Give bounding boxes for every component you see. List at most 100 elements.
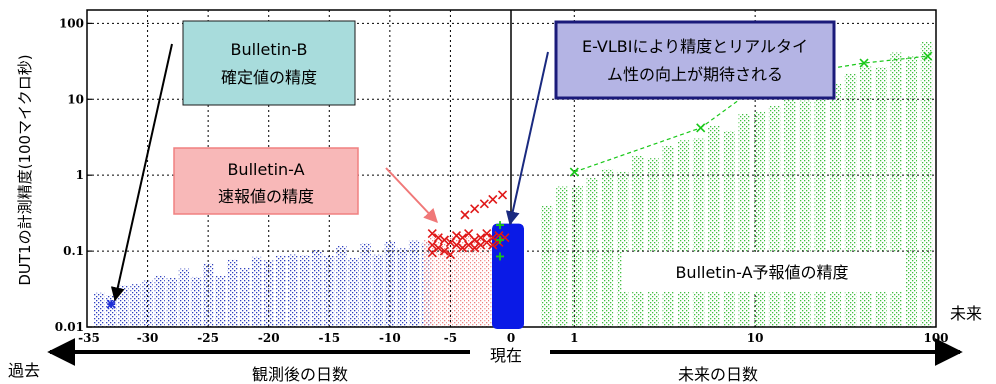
data-point	[923, 51, 933, 61]
y-tick-label: 100	[59, 16, 84, 30]
bulletin-a-hatch-bar	[429, 236, 435, 327]
past-hatch-bar	[190, 276, 202, 327]
bulletin-a-hatch-bar	[472, 237, 478, 327]
future-hatch-bar	[738, 114, 750, 327]
past-hatch-bar	[106, 295, 117, 327]
data-point	[569, 167, 579, 177]
data-point	[488, 240, 498, 250]
data-point	[445, 249, 455, 260]
data-point	[696, 123, 706, 133]
annotation-bulletin-b: Bulletin-B 確定値の精度	[182, 20, 356, 106]
data-point	[460, 210, 470, 220]
x-tick-label: -10	[379, 331, 401, 345]
svg-text:速報値の精度: 速報値の精度	[218, 187, 314, 206]
data-point	[106, 299, 116, 309]
future-hatch-bar	[647, 158, 659, 327]
future-hatch-bar	[632, 155, 644, 327]
data-point	[494, 231, 504, 241]
data-point	[476, 233, 486, 243]
future-hatch-bar	[920, 41, 933, 328]
svg-text:確定値の精度: 確定値の精度	[221, 68, 317, 87]
data-point	[451, 240, 462, 250]
bulletin-a-hatch-bar	[460, 242, 465, 327]
past-hatch-bar	[130, 284, 141, 327]
future-hatch-bar	[875, 67, 887, 327]
past-hatch-bar	[93, 292, 105, 327]
past-hatch-bar	[360, 243, 371, 327]
svg-text:ム性の向上が期待される: ム性の向上が期待される	[607, 65, 783, 84]
past-hatch-bar	[287, 254, 299, 327]
past-hatch-bar	[178, 268, 190, 327]
x-tick-label: -20	[258, 331, 280, 345]
data-point	[488, 194, 498, 204]
future-hatch-bar	[814, 83, 826, 327]
future-hatch-bar	[784, 95, 796, 327]
data-point	[427, 229, 437, 239]
past-hatch-bar	[142, 280, 153, 327]
forecast-line	[574, 55, 928, 173]
past-hatch-bar	[166, 277, 177, 327]
data-point	[451, 231, 462, 241]
bulletin-a-hatch-bar	[484, 233, 490, 327]
arrow-bulletin-b	[110, 43, 173, 302]
past-hatch-bar	[312, 249, 323, 327]
data-point	[497, 190, 508, 200]
future-hatch-bar	[723, 130, 735, 327]
x-tick-label: -5	[444, 331, 457, 345]
data-point	[488, 233, 498, 243]
annotation-bulletin-a: Bulletin-A 速報値の精度	[173, 147, 359, 215]
future-hatch-bar	[829, 83, 842, 327]
annotation-forecast: Bulletin-A予報値の精度	[622, 252, 902, 292]
future-hatch-bar	[616, 171, 629, 327]
svg-text:E-VLBIにより精度とリアルタイ: E-VLBIにより精度とリアルタイ	[582, 37, 808, 56]
data-point	[476, 240, 486, 250]
future-hatch-bar	[601, 169, 614, 327]
future-hatch-bar	[692, 138, 705, 327]
label-now: 現在	[490, 346, 522, 365]
bulletin-a-hatch-bar	[454, 235, 459, 327]
x-tick-label: 0	[507, 331, 515, 345]
data-point	[427, 240, 437, 250]
annotation-evlbi: E-VLBIにより精度とリアルタイ ム性の向上が期待される	[554, 20, 836, 100]
future-hatch-bar	[844, 73, 857, 327]
past-hatch-bar	[372, 254, 383, 327]
x-tick-label: 1	[570, 331, 578, 345]
data-point	[859, 58, 869, 68]
x-tick-label: 10	[747, 331, 764, 345]
past-hatch-bar	[299, 255, 311, 327]
past-hatch-bar	[384, 241, 396, 327]
past-hatch-bar	[408, 240, 420, 327]
arrow-evlbi	[505, 51, 549, 226]
x-tick-label: 100	[923, 331, 948, 345]
data-point	[482, 229, 492, 239]
x-tick-label: -15	[318, 331, 340, 345]
bulletin-a-hatch-bar	[441, 243, 447, 327]
future-hatch-bar	[571, 185, 583, 327]
past-hatch-bar	[215, 275, 226, 327]
future-hatch-bar	[860, 66, 872, 327]
y-tick-label: 0.01	[55, 320, 84, 334]
y-tick-label: 0.1	[63, 244, 84, 258]
y-tick-label: 10	[67, 92, 84, 106]
past-hatch-bar	[396, 248, 408, 327]
x-tick-label: -30	[137, 331, 159, 345]
future-hatch-bar	[890, 52, 902, 327]
future-hatch-bar	[905, 56, 918, 327]
data-point	[482, 237, 492, 248]
arrow-bulletin-a	[385, 167, 438, 224]
past-axis-label: 観測後の日数	[252, 365, 348, 384]
future-hatch-bar	[541, 205, 553, 327]
data-point	[439, 235, 449, 245]
evlbi-bar	[492, 223, 524, 329]
label-past: 過去	[8, 361, 40, 380]
data-point	[479, 199, 489, 209]
future-hatch-bar	[677, 140, 690, 327]
label-future: 未来	[950, 304, 982, 323]
past-hatch-bar	[118, 285, 129, 327]
data-point	[457, 233, 468, 243]
data-point	[496, 235, 504, 244]
bulletin-a-hatch-bar	[423, 240, 429, 327]
bulletin-a-hatch-bar	[466, 233, 472, 327]
data-point	[496, 221, 504, 230]
data-point	[470, 204, 480, 214]
